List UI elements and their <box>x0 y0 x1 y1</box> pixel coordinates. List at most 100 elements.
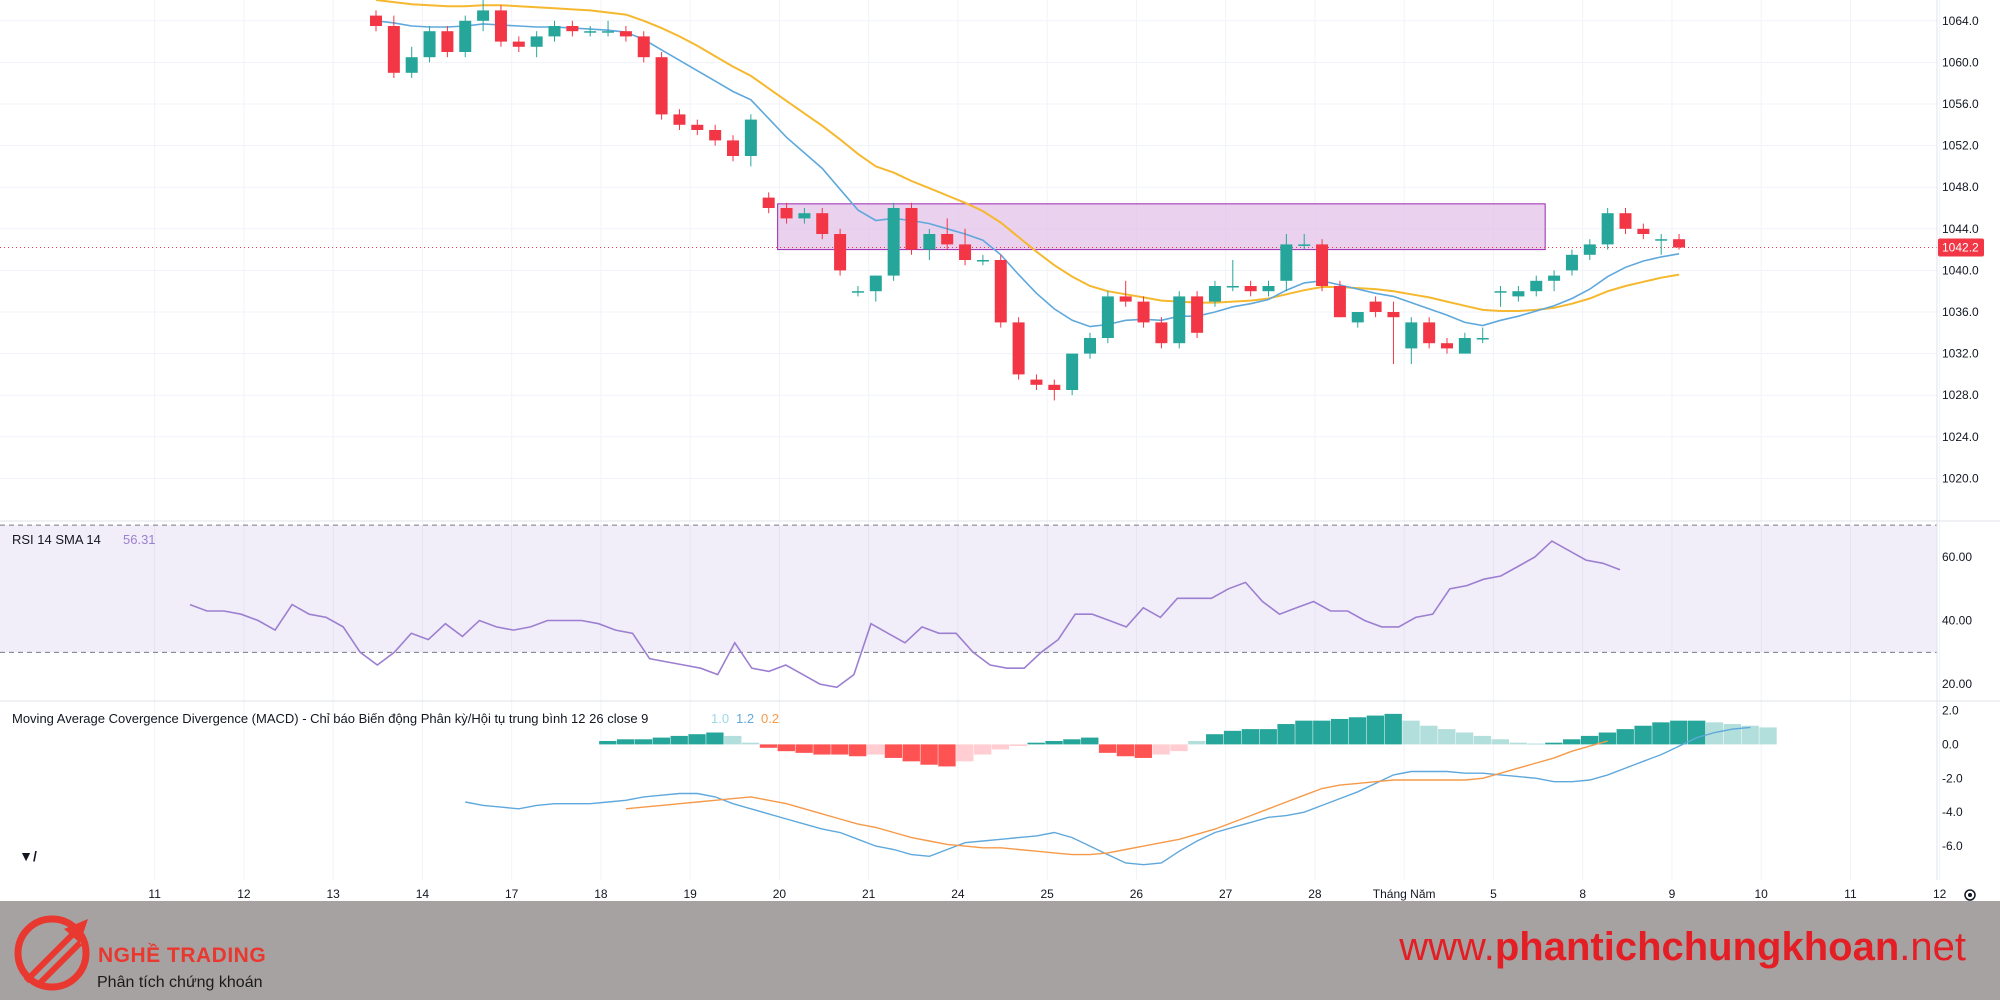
macd-tick-label: 0.0 <box>1942 737 1959 751</box>
candle[interactable] <box>530 31 543 58</box>
candle[interactable] <box>1030 374 1043 390</box>
candle[interactable] <box>637 31 650 63</box>
candle[interactable] <box>1351 312 1364 328</box>
candle[interactable] <box>1048 379 1061 401</box>
candle[interactable] <box>1369 296 1382 318</box>
price-tick-label: 1060.0 <box>1942 55 1979 69</box>
candle[interactable] <box>869 275 882 302</box>
website-url[interactable]: www.phantichchungkhoan.net <box>1399 925 1966 970</box>
candle-body <box>423 31 436 58</box>
candle[interactable] <box>1084 332 1096 359</box>
candle[interactable] <box>1583 239 1596 260</box>
candle[interactable] <box>1494 286 1507 307</box>
candle[interactable] <box>905 202 918 255</box>
time-tick-label: 20 <box>773 887 787 901</box>
time-tick-label: Tháng Năm <box>1373 887 1436 901</box>
macd-signal-line[interactable] <box>625 740 1608 856</box>
candle[interactable] <box>762 192 775 214</box>
macd-line[interactable] <box>465 726 1751 866</box>
candle-body <box>869 275 882 292</box>
moving-average-fast-line[interactable] <box>375 20 1680 328</box>
candle[interactable] <box>1262 280 1275 297</box>
candle[interactable] <box>798 208 811 224</box>
candle[interactable] <box>994 254 1007 328</box>
candle[interactable] <box>1208 280 1221 307</box>
macd-tick-label: -4.0 <box>1942 805 1963 819</box>
candle[interactable] <box>1601 208 1614 250</box>
settings-gear-icon[interactable] <box>1964 889 1976 901</box>
candle[interactable] <box>744 114 757 167</box>
macd-histogram-bar <box>1616 729 1634 745</box>
candle[interactable] <box>1655 234 1668 255</box>
time-tick-label: 9 <box>1669 887 1676 901</box>
candle[interactable] <box>423 26 436 63</box>
macd-histogram-bar <box>1563 739 1581 745</box>
candle[interactable] <box>512 36 525 52</box>
candle[interactable] <box>1280 234 1293 292</box>
candle[interactable] <box>1548 270 1561 292</box>
candle[interactable] <box>923 228 936 260</box>
candle[interactable] <box>1244 280 1257 297</box>
candle[interactable] <box>548 20 561 42</box>
candle[interactable] <box>602 20 615 37</box>
candle[interactable] <box>1405 317 1418 364</box>
candle-body <box>1048 384 1061 390</box>
candle-body <box>744 119 757 156</box>
candle[interactable] <box>1316 239 1329 292</box>
candle[interactable] <box>976 254 989 266</box>
candle[interactable] <box>691 119 704 136</box>
candle[interactable] <box>1512 286 1525 302</box>
candle[interactable] <box>1298 234 1311 250</box>
candle[interactable] <box>619 26 632 42</box>
candle[interactable] <box>1333 280 1346 318</box>
candle[interactable] <box>494 5 507 47</box>
candle[interactable] <box>1173 291 1186 349</box>
candle[interactable] <box>727 135 739 162</box>
candle[interactable] <box>1458 332 1471 354</box>
candle[interactable] <box>816 208 829 240</box>
candle[interactable] <box>1137 296 1150 328</box>
candle[interactable] <box>584 26 597 37</box>
time-tick-label: 24 <box>951 887 965 901</box>
candle[interactable] <box>1012 317 1025 380</box>
candle[interactable] <box>1191 291 1204 338</box>
candle[interactable] <box>1226 260 1239 292</box>
rsi-tick-label: 60.00 <box>1942 550 1972 564</box>
candle[interactable] <box>959 228 972 266</box>
rsi-line[interactable] <box>189 540 1621 689</box>
candle[interactable] <box>851 286 864 297</box>
candle[interactable] <box>1476 327 1489 344</box>
candle[interactable] <box>387 15 400 78</box>
candle[interactable] <box>370 10 382 32</box>
candle[interactable] <box>1530 275 1543 297</box>
candle[interactable] <box>1441 338 1453 354</box>
candle[interactable] <box>1066 353 1079 396</box>
candle-body <box>387 26 400 73</box>
candle[interactable] <box>441 26 454 58</box>
candle[interactable] <box>1619 208 1632 234</box>
candle[interactable] <box>1155 317 1168 349</box>
candle[interactable] <box>1101 291 1114 344</box>
candle[interactable] <box>459 15 472 58</box>
moving-average-slow-line[interactable] <box>375 0 1680 312</box>
candle-body <box>959 244 972 260</box>
candle[interactable] <box>1423 317 1436 349</box>
macd-histogram-bar <box>1670 720 1688 745</box>
candle[interactable] <box>405 46 418 78</box>
candle[interactable] <box>655 52 668 120</box>
candle[interactable] <box>477 0 490 32</box>
candle[interactable] <box>834 228 847 276</box>
candle[interactable] <box>941 218 954 250</box>
candle[interactable] <box>1673 234 1686 250</box>
candle[interactable] <box>566 20 579 37</box>
candle[interactable] <box>1387 301 1400 364</box>
candle[interactable] <box>709 124 722 146</box>
candle[interactable] <box>1565 249 1578 276</box>
candle[interactable] <box>887 202 900 281</box>
candle[interactable] <box>1119 280 1132 307</box>
candle[interactable] <box>780 202 793 224</box>
tradingview-logo-icon[interactable]: ▼/ <box>10 845 46 867</box>
candle[interactable] <box>1637 223 1650 240</box>
candle[interactable] <box>673 109 686 130</box>
chart-canvas[interactable]: 1064.01060.01056.01052.01048.01044.01040… <box>0 0 2000 901</box>
